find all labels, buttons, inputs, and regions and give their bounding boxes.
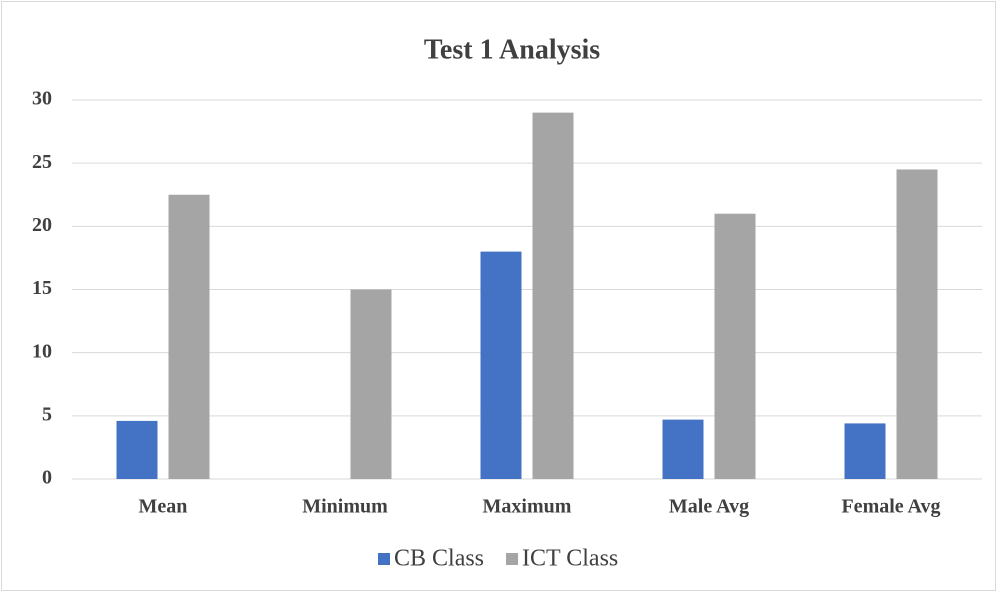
y-tick-label: 10 [32, 340, 52, 362]
bar [896, 169, 938, 479]
bar [662, 419, 704, 479]
bar [350, 289, 392, 479]
y-tick-label: 5 [42, 403, 52, 425]
legend-swatch [506, 553, 519, 565]
bar [116, 420, 158, 479]
bar [168, 194, 210, 479]
y-tick-label: 30 [32, 88, 52, 110]
x-tick-label: Female Avg [841, 496, 940, 518]
legend-label: CB Class [394, 546, 484, 572]
x-tick-label: Minimum [302, 496, 388, 518]
y-tick-label: 0 [42, 467, 52, 489]
y-tick-label: 15 [32, 277, 52, 299]
legend-label: ICT Class [522, 546, 618, 572]
bar [532, 112, 574, 479]
chart-title: Test 1 Analysis [424, 34, 600, 65]
y-tick-label: 25 [32, 151, 52, 173]
y-tick-label: 20 [32, 214, 52, 236]
x-tick-label: Mean [139, 496, 188, 518]
bar [714, 213, 756, 479]
legend-swatch [378, 553, 390, 565]
x-tick-label: Male Avg [669, 496, 749, 518]
bar [480, 251, 522, 479]
bar [844, 423, 886, 479]
x-tick-label: Maximum [483, 496, 572, 518]
